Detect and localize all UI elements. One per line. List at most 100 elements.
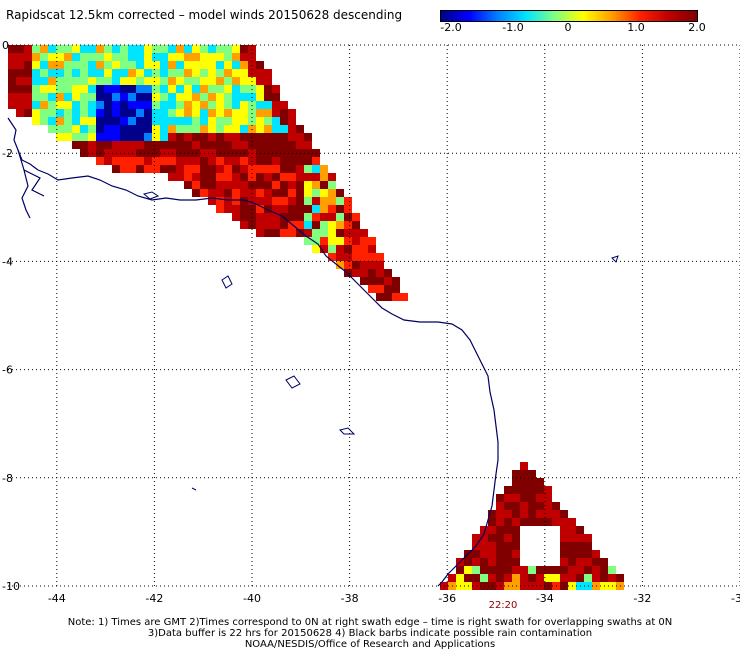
wind-cell (608, 566, 616, 574)
wind-cell (504, 502, 512, 510)
wind-cell (504, 518, 512, 526)
wind-cell (136, 45, 144, 53)
wind-cell (104, 53, 112, 61)
wind-cell (168, 53, 176, 61)
wind-cell (504, 534, 512, 542)
wind-cell (312, 173, 320, 181)
wind-cell (8, 93, 16, 101)
wind-cell (296, 133, 304, 141)
wind-cell (160, 157, 168, 165)
wind-cell (504, 510, 512, 518)
wind-cell (16, 101, 24, 109)
wind-cell (200, 45, 208, 53)
wind-cell (512, 470, 520, 478)
wind-cell (144, 53, 152, 61)
wind-cell (128, 77, 136, 85)
wind-cell (328, 245, 336, 253)
wind-cell (32, 117, 40, 125)
wind-cell (24, 69, 32, 77)
wind-cell (112, 101, 120, 109)
wind-cell (264, 85, 272, 93)
wind-cell (536, 574, 544, 582)
wind-cell (8, 45, 16, 53)
wind-cell (288, 205, 296, 213)
wind-cell (240, 133, 248, 141)
wind-cell (240, 69, 248, 77)
wind-cell (176, 45, 184, 53)
wind-cell (224, 93, 232, 101)
wind-cell (168, 77, 176, 85)
wind-cell (488, 558, 496, 566)
wind-cell (504, 566, 512, 574)
wind-cell (328, 173, 336, 181)
wind-cell (256, 85, 264, 93)
wind-cell (184, 69, 192, 77)
wind-cell (120, 61, 128, 69)
wind-cell (288, 157, 296, 165)
wind-cell (88, 117, 96, 125)
wind-cell (56, 61, 64, 69)
wind-cell (256, 157, 264, 165)
wind-cell (368, 277, 376, 285)
wind-cell (272, 197, 280, 205)
wind-cell (72, 69, 80, 77)
wind-cell (96, 61, 104, 69)
wind-cell (264, 69, 272, 77)
wind-cell (320, 181, 328, 189)
wind-cell (264, 181, 272, 189)
wind-cell (72, 53, 80, 61)
wind-cell (192, 109, 200, 117)
wind-cell (280, 181, 288, 189)
wind-cell (280, 221, 288, 229)
wind-cell (488, 534, 496, 542)
wind-cell (320, 173, 328, 181)
wind-cell (504, 558, 512, 566)
wind-cell (120, 141, 128, 149)
wind-cell (280, 117, 288, 125)
wind-cell (216, 69, 224, 77)
wind-cell (288, 133, 296, 141)
wind-cell (240, 53, 248, 61)
wind-cell (520, 462, 528, 470)
wind-cell (152, 141, 160, 149)
wind-cell (240, 205, 248, 213)
wind-cell (152, 101, 160, 109)
wind-cell (88, 85, 96, 93)
wind-cell (24, 45, 32, 53)
wind-cell (224, 117, 232, 125)
wind-cell (216, 117, 224, 125)
wind-cell (384, 293, 392, 301)
wind-cell (544, 502, 552, 510)
wind-cell (328, 253, 336, 261)
wind-cell (208, 125, 216, 133)
wind-cell (128, 61, 136, 69)
wind-cell (184, 173, 192, 181)
wind-cell (88, 69, 96, 77)
wind-cell (216, 197, 224, 205)
wind-cell (232, 157, 240, 165)
wind-cell (64, 85, 72, 93)
wind-cell (72, 93, 80, 101)
wind-cell (80, 101, 88, 109)
wind-cell (232, 85, 240, 93)
wind-cell (40, 101, 48, 109)
wind-cell (256, 229, 264, 237)
wind-cell (296, 229, 304, 237)
wind-cell (216, 61, 224, 69)
wind-cell (352, 269, 360, 277)
wind-cell (488, 574, 496, 582)
wind-cell (240, 197, 248, 205)
wind-cell (128, 93, 136, 101)
wind-cell (192, 45, 200, 53)
wind-cell (152, 85, 160, 93)
wind-cell (24, 53, 32, 61)
wind-cell (232, 197, 240, 205)
wind-cell (256, 189, 264, 197)
wind-cell (176, 173, 184, 181)
wind-cell (344, 261, 352, 269)
wind-cell (208, 93, 216, 101)
wind-cell (352, 213, 360, 221)
wind-cell (512, 526, 520, 534)
wind-cell (240, 157, 248, 165)
wind-cell (16, 77, 24, 85)
